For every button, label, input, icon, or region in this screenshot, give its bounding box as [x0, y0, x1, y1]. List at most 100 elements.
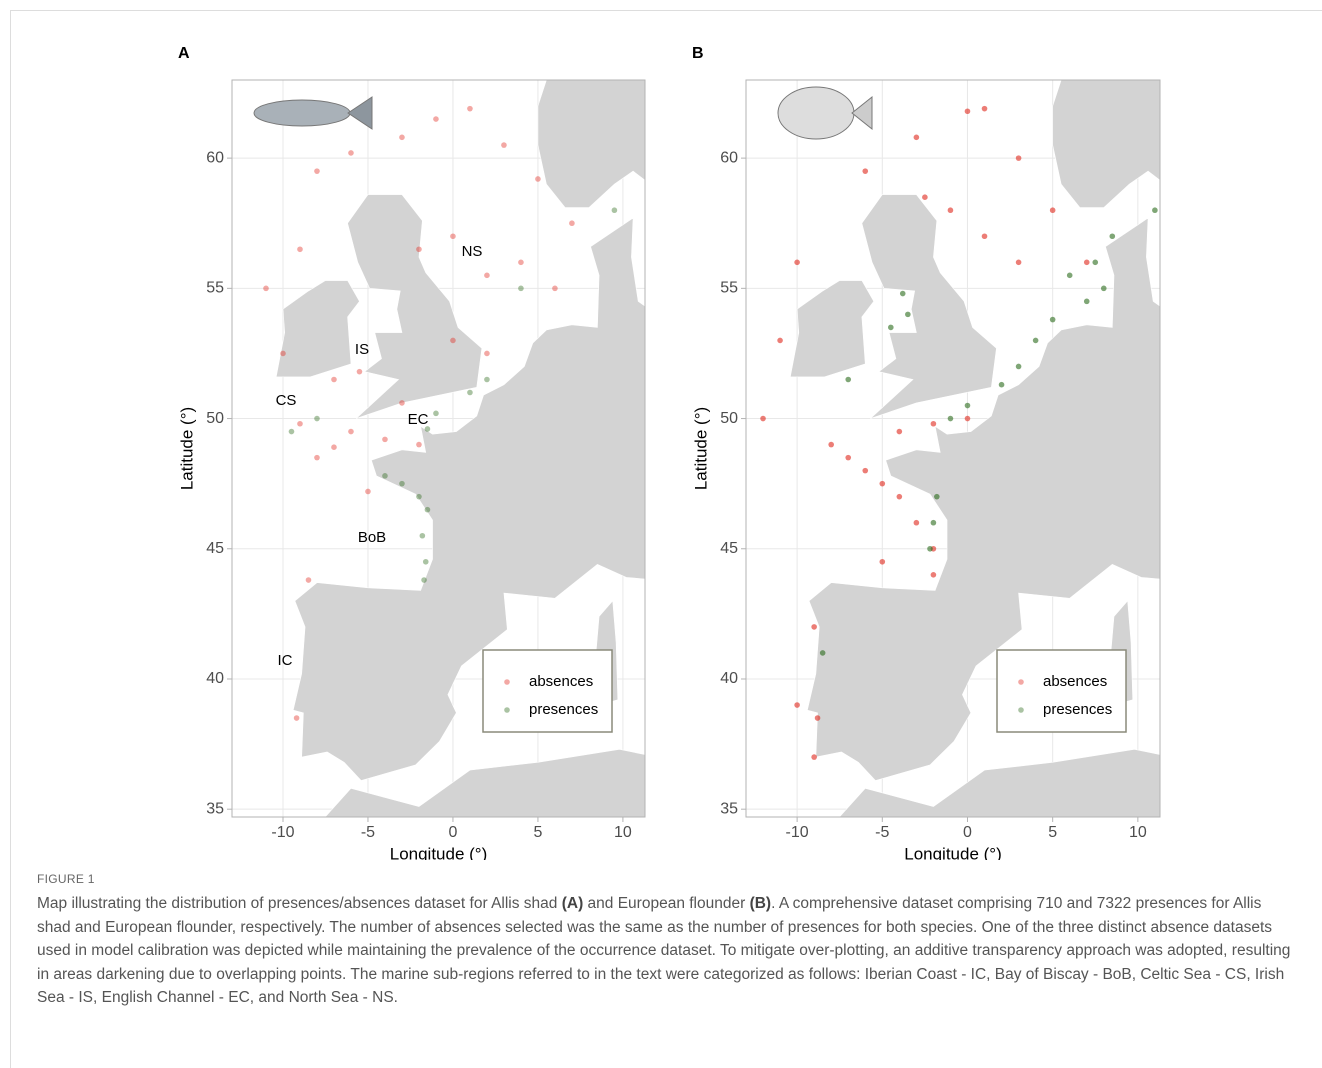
- point: [862, 467, 869, 474]
- point: [331, 376, 337, 383]
- land: [275, 280, 360, 378]
- x-tick-label: 0: [963, 824, 972, 841]
- land: [839, 748, 1160, 817]
- point: [828, 441, 834, 448]
- point: [419, 532, 426, 539]
- caption-bold: (B): [749, 895, 772, 912]
- x-tick-label: -10: [786, 824, 809, 841]
- point: [484, 272, 490, 279]
- point: [913, 519, 920, 526]
- point: [297, 420, 303, 427]
- point: [981, 233, 988, 240]
- point: [416, 493, 422, 500]
- y-tick-label: 60: [720, 149, 738, 166]
- point: [433, 116, 439, 122]
- point: [998, 381, 1005, 388]
- point: [1083, 259, 1090, 266]
- point: [777, 337, 783, 344]
- point: [399, 134, 405, 141]
- y-axis-title: Latitude (°): [691, 407, 710, 490]
- point: [422, 558, 429, 565]
- legend-label: absences: [1043, 673, 1107, 690]
- point: [947, 415, 954, 422]
- caption-text: . A comprehensive dataset comprising 710…: [37, 895, 1291, 1007]
- panel-label: B: [692, 45, 704, 62]
- y-tick-label: 45: [720, 540, 738, 557]
- point: [845, 454, 852, 461]
- point: [819, 650, 826, 656]
- point: [964, 415, 971, 422]
- point: [896, 493, 903, 500]
- point: [421, 577, 427, 583]
- point: [1100, 285, 1107, 292]
- legend-swatch: [504, 679, 510, 685]
- y-tick-label: 35: [206, 800, 224, 817]
- y-tick-label: 40: [206, 670, 224, 687]
- point: [1092, 259, 1099, 266]
- point: [314, 415, 320, 422]
- point: [927, 545, 933, 552]
- point: [1109, 233, 1116, 240]
- point: [930, 519, 937, 526]
- y-tick-label: 55: [720, 280, 738, 297]
- land: [537, 80, 645, 208]
- y-axis-title: Latitude (°): [177, 407, 196, 490]
- point: [424, 426, 431, 432]
- point: [1015, 155, 1022, 161]
- point: [416, 246, 422, 253]
- legend-swatch: [504, 707, 510, 713]
- point: [331, 444, 337, 450]
- caption-text: and European flounder: [583, 895, 750, 912]
- land: [347, 194, 483, 419]
- annotation: CS: [276, 392, 297, 409]
- annotation: NS: [462, 243, 483, 260]
- caption-bold: (A): [561, 895, 584, 912]
- y-tick-label: 60: [206, 149, 224, 166]
- legend-swatch: [1018, 679, 1024, 685]
- point: [896, 428, 903, 435]
- point: [879, 558, 886, 565]
- caption-text: Map illustrating the distribution of pre…: [37, 895, 562, 912]
- legend-label: absences: [529, 673, 593, 690]
- point: [467, 105, 473, 112]
- land: [861, 194, 997, 419]
- land: [1052, 80, 1160, 208]
- point: [930, 420, 937, 427]
- point: [1083, 298, 1090, 305]
- point: [518, 285, 524, 292]
- point: [569, 220, 575, 227]
- point: [552, 285, 558, 292]
- land: [789, 280, 875, 378]
- point: [1049, 316, 1056, 323]
- point: [501, 142, 507, 148]
- point: [280, 350, 286, 357]
- point: [905, 311, 911, 318]
- x-tick-label: -5: [361, 824, 375, 841]
- point: [382, 436, 388, 443]
- point: [1015, 259, 1022, 266]
- annotation: IC: [278, 652, 293, 669]
- y-tick-label: 55: [206, 280, 224, 297]
- legend-box: [482, 649, 613, 733]
- point: [450, 233, 456, 240]
- point: [888, 324, 894, 331]
- point: [518, 259, 524, 266]
- legend-label: presences: [1043, 701, 1112, 718]
- point: [314, 454, 320, 461]
- point: [930, 572, 937, 578]
- panel-border: [745, 79, 1161, 818]
- legend-swatch: [1018, 707, 1024, 713]
- point: [1066, 272, 1073, 279]
- point: [450, 337, 456, 344]
- y-tick-label: 35: [720, 800, 738, 817]
- plot-area: [746, 80, 1160, 817]
- point: [416, 441, 422, 448]
- point: [399, 400, 405, 406]
- point: [922, 194, 928, 200]
- point: [382, 473, 388, 479]
- point: [814, 715, 821, 721]
- point: [1152, 207, 1158, 214]
- point: [611, 207, 618, 214]
- land: [324, 748, 645, 817]
- point: [348, 150, 354, 156]
